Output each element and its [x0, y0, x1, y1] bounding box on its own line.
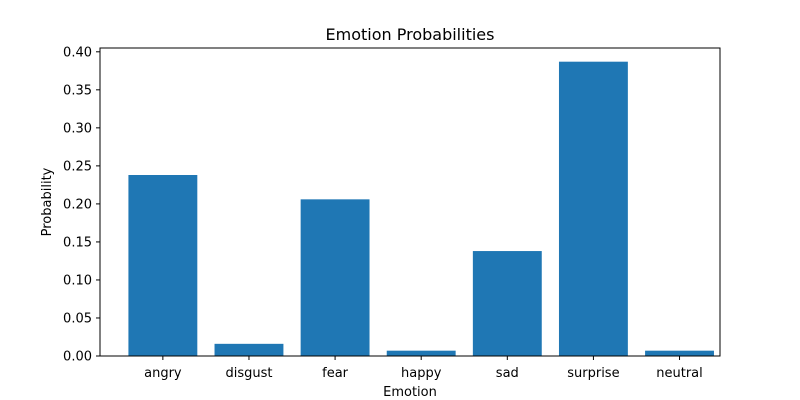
- bar-fear: [300, 199, 370, 356]
- bar-happy: [386, 350, 456, 356]
- x-tick-label-surprise: surprise: [567, 366, 619, 381]
- bar-sad: [472, 251, 542, 356]
- y-tick-label: 0.30: [63, 121, 92, 136]
- bar-angry: [128, 175, 198, 356]
- x-tick-label-angry: angry: [144, 366, 182, 381]
- x-tick-label-disgust: disgust: [225, 366, 272, 381]
- y-tick-label: 0.15: [63, 235, 92, 250]
- y-tick-label: 0.25: [63, 159, 92, 174]
- x-axis: angry disgust fear happy sad surprise neutral: [144, 356, 703, 381]
- y-tick-label: 0.35: [63, 83, 92, 98]
- plot-frame: [99, 47, 721, 357]
- bar-surprise: [558, 61, 628, 356]
- x-axis-label: Emotion: [383, 385, 437, 400]
- y-tick-label: 0.40: [63, 45, 92, 60]
- y-tick-label: 0.20: [63, 197, 92, 212]
- bars-group: [128, 61, 714, 356]
- x-tick-label-fear: fear: [322, 366, 349, 381]
- chart-title: Emotion Probabilities: [326, 25, 495, 44]
- x-tick-label-happy: happy: [401, 366, 442, 381]
- x-tick-label-sad: sad: [496, 366, 519, 381]
- y-tick-label: 0.00: [63, 350, 92, 365]
- x-tick-label-neutral: neutral: [656, 366, 703, 381]
- bar-neutral: [645, 350, 714, 356]
- y-axis: 0.00 0.05 0.10 0.15 0.20 0.25 0.30 0.35 0.40: [63, 45, 100, 365]
- y-axis-label: Probability: [40, 167, 55, 236]
- bar-disgust: [214, 343, 284, 356]
- y-tick-label: 0.05: [63, 311, 92, 326]
- y-tick-label: 0.10: [63, 273, 92, 288]
